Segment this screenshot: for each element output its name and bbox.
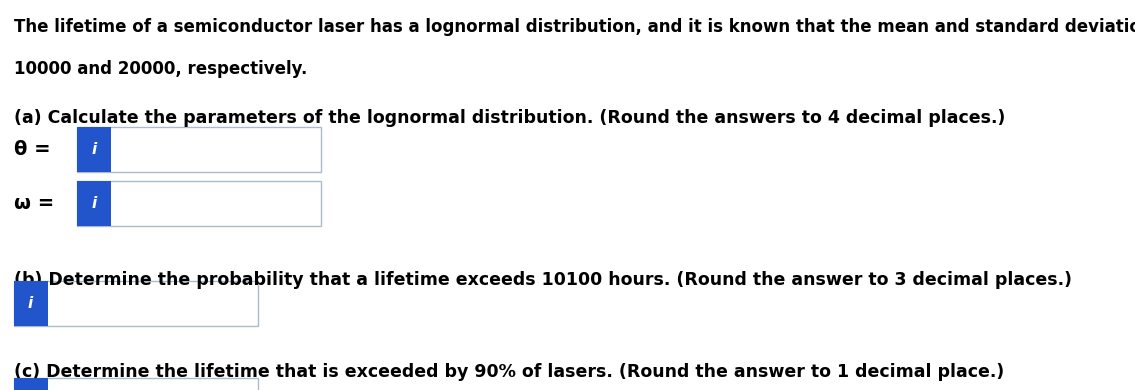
- FancyBboxPatch shape: [14, 378, 48, 390]
- FancyBboxPatch shape: [77, 127, 321, 172]
- FancyBboxPatch shape: [14, 281, 258, 326]
- Text: θ =: θ =: [14, 140, 50, 159]
- Text: i: i: [92, 142, 96, 157]
- FancyBboxPatch shape: [77, 127, 111, 172]
- Text: i: i: [92, 196, 96, 211]
- FancyBboxPatch shape: [14, 281, 48, 326]
- FancyBboxPatch shape: [77, 181, 111, 226]
- Text: (b) Determine the probability that a lifetime exceeds 10100 hours. (Round the an: (b) Determine the probability that a lif…: [14, 271, 1071, 289]
- Text: i: i: [28, 296, 33, 311]
- FancyBboxPatch shape: [77, 181, 321, 226]
- Text: ω =: ω =: [14, 194, 53, 213]
- Text: 10000 and 20000, respectively.: 10000 and 20000, respectively.: [14, 60, 306, 78]
- Text: (c) Determine the lifetime that is exceeded by 90% of lasers. (Round the answer : (c) Determine the lifetime that is excee…: [14, 363, 1003, 381]
- Text: The lifetime of a semiconductor laser has a lognormal distribution, and it is kn: The lifetime of a semiconductor laser ha…: [14, 18, 1135, 35]
- Text: (a) Calculate the parameters of the lognormal distribution. (Round the answers t: (a) Calculate the parameters of the logn…: [14, 109, 1004, 127]
- FancyBboxPatch shape: [14, 378, 258, 390]
